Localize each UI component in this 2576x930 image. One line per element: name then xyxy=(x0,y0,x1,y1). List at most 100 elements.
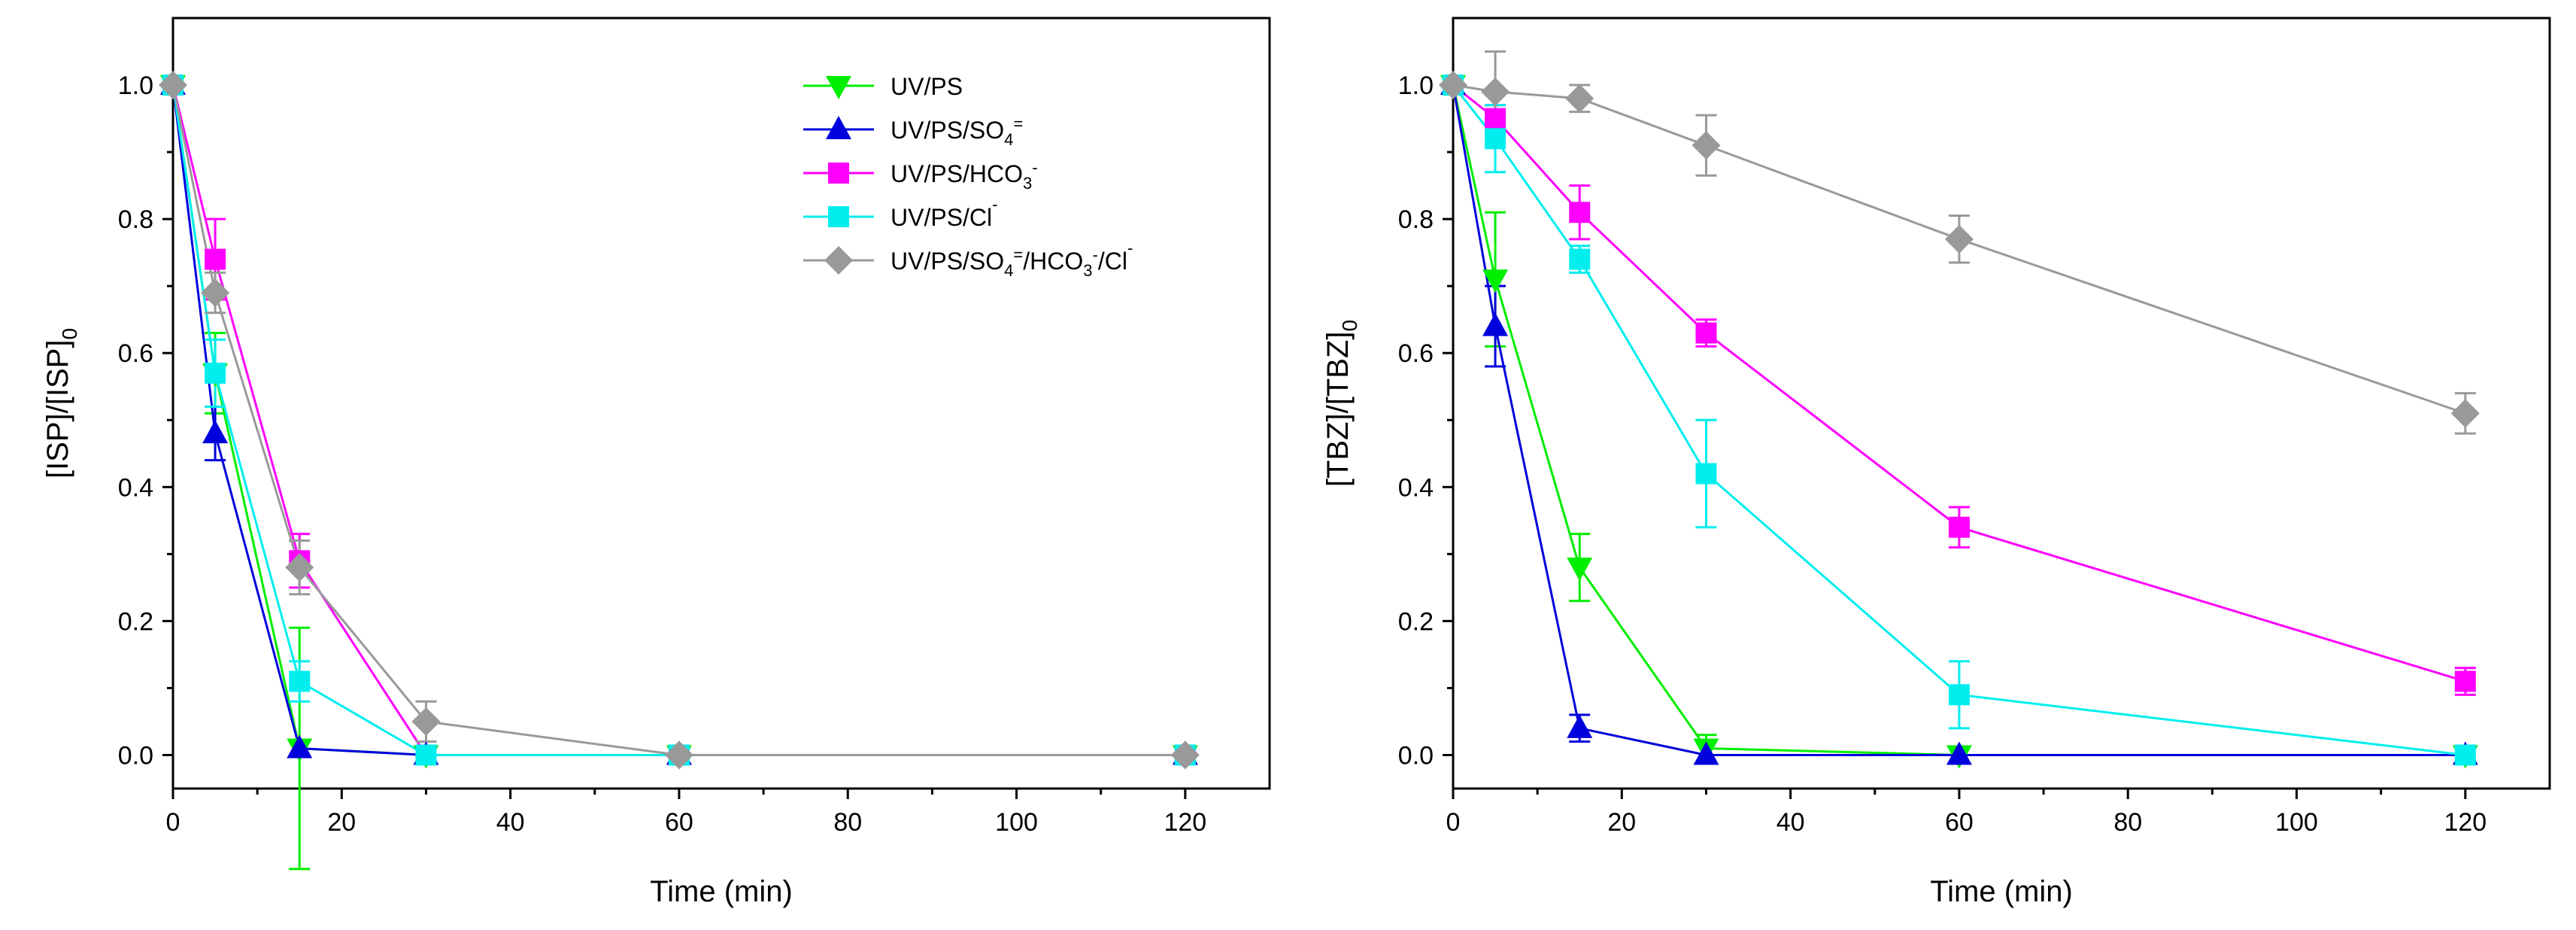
y-axis-title: [TBZ]/[TBZ]0 xyxy=(1321,320,1361,487)
data-point xyxy=(1695,463,1717,485)
series-markers-4 xyxy=(159,71,1200,770)
legend-label-part: UV/PS/Cl xyxy=(891,204,992,231)
y-tick-label: 0.8 xyxy=(1398,205,1434,234)
data-point xyxy=(1567,558,1593,582)
y-tick-label: 0.2 xyxy=(1398,607,1434,636)
series-line xyxy=(1452,84,2465,756)
x-tick-label: 80 xyxy=(833,808,862,837)
y-tick-label: 0.6 xyxy=(1398,339,1434,368)
data-point xyxy=(1565,84,1594,113)
data-point xyxy=(664,740,693,770)
data-point xyxy=(2454,670,2476,692)
y-tick-label: 0.0 xyxy=(118,741,153,770)
x-tick-label: 0 xyxy=(1446,808,1461,837)
data-point xyxy=(1692,131,1721,160)
x-tick-label: 120 xyxy=(2444,808,2486,837)
y-tick-label: 0.8 xyxy=(118,205,153,234)
legend-label-part: = xyxy=(1013,114,1023,133)
legend-label-part: - xyxy=(992,195,997,214)
legend-label-part: 3 xyxy=(1023,174,1032,193)
series-markers-3 xyxy=(162,74,1196,766)
legend-label: UV/PS/SO4=​/HCO3-​/Cl-​ xyxy=(891,239,1133,280)
series-3 xyxy=(171,84,1185,756)
series-1 xyxy=(171,84,1185,756)
plot-frame xyxy=(1452,17,2551,790)
x-tick-label: 60 xyxy=(1945,808,1974,837)
legend-marker xyxy=(826,116,851,139)
legend-marker xyxy=(826,76,851,99)
data-point xyxy=(1170,740,1200,770)
legend-label: UV/PS/HCO3-​ xyxy=(891,158,1038,193)
x-tick-label: 120 xyxy=(1164,808,1206,837)
y-tick-label: 0.2 xyxy=(118,607,153,636)
series-markers-0 xyxy=(160,75,1198,769)
legend-label-part: /HCO xyxy=(1023,248,1083,275)
data-point xyxy=(1482,312,1509,336)
y-tick-label: 1.0 xyxy=(118,71,153,100)
x-tick-label: 60 xyxy=(665,808,693,837)
series-line xyxy=(1452,84,2466,682)
legend-label-part: - xyxy=(1032,158,1037,177)
legend-label-part: - xyxy=(1093,245,1098,264)
x-tick-label: 20 xyxy=(327,808,356,837)
data-point xyxy=(411,707,441,736)
data-point xyxy=(159,71,187,100)
data-point xyxy=(285,553,314,582)
x-tick-label: 20 xyxy=(1607,808,1636,837)
data-point xyxy=(1695,322,1717,344)
legend-label: UV/PS xyxy=(891,73,963,100)
series-markers-3 xyxy=(1443,74,2476,766)
data-point xyxy=(202,420,229,444)
legend: UV/PSUV/PS/SO4=​UV/PS/HCO3-​UV/PS/Cl-​UV… xyxy=(803,73,1133,280)
data-point xyxy=(415,744,437,766)
series-line xyxy=(171,84,1185,756)
data-point xyxy=(2450,399,2480,428)
y-tick-label: 1.0 xyxy=(1398,71,1434,100)
series-line xyxy=(171,84,1185,756)
series-2 xyxy=(171,84,1185,756)
legend-label-part: 3 xyxy=(1083,261,1092,280)
legend-marker xyxy=(824,246,853,275)
y-tick-label: 0.4 xyxy=(118,473,153,502)
data-point xyxy=(2454,744,2476,766)
x-axis-title: Time (min) xyxy=(1930,875,2073,908)
plot-frame xyxy=(171,17,1271,790)
series-line xyxy=(171,84,1185,756)
legend-label-part: UV/PS/SO xyxy=(891,117,1004,144)
legend-label: UV/PS/Cl-​ xyxy=(891,195,997,231)
data-point xyxy=(205,248,226,270)
series-1 xyxy=(1452,84,2465,756)
legend-label-part: - xyxy=(1127,239,1133,257)
data-point xyxy=(1485,108,1506,129)
data-point xyxy=(1439,71,1467,100)
data-point xyxy=(1567,714,1593,738)
series-2 xyxy=(1452,84,2476,696)
data-point xyxy=(1569,202,1591,223)
data-point xyxy=(1482,269,1509,293)
legend-marker xyxy=(828,163,849,184)
data-point xyxy=(1946,741,1972,765)
data-point xyxy=(1948,516,1970,538)
legend-label-part: 4 xyxy=(1004,130,1013,149)
legend-label: UV/PS/SO4=​ xyxy=(891,114,1023,149)
legend-label-part: UV/PS/SO xyxy=(891,248,1004,275)
data-point xyxy=(289,670,311,692)
y-axis-title: [ISP]/[ISP]0 xyxy=(41,328,81,479)
data-point xyxy=(201,278,230,308)
x-tick-label: 0 xyxy=(166,808,181,837)
y-axis-title-main: [TBZ]/[TBZ] xyxy=(1321,331,1355,487)
series-markers-2 xyxy=(1443,74,2476,692)
series-line xyxy=(1452,84,2466,756)
legend-label-part: = xyxy=(1013,245,1023,264)
series-line xyxy=(171,84,1185,756)
x-tick-label: 100 xyxy=(2275,808,2318,837)
data-point xyxy=(205,362,226,384)
legend-label-part: 4 xyxy=(1004,261,1013,280)
data-point xyxy=(1693,741,1719,765)
y-axis-title-subscript: 0 xyxy=(58,328,81,340)
data-point xyxy=(1485,128,1506,150)
y-tick-label: 0.4 xyxy=(1398,473,1434,502)
series-line xyxy=(171,84,1185,756)
